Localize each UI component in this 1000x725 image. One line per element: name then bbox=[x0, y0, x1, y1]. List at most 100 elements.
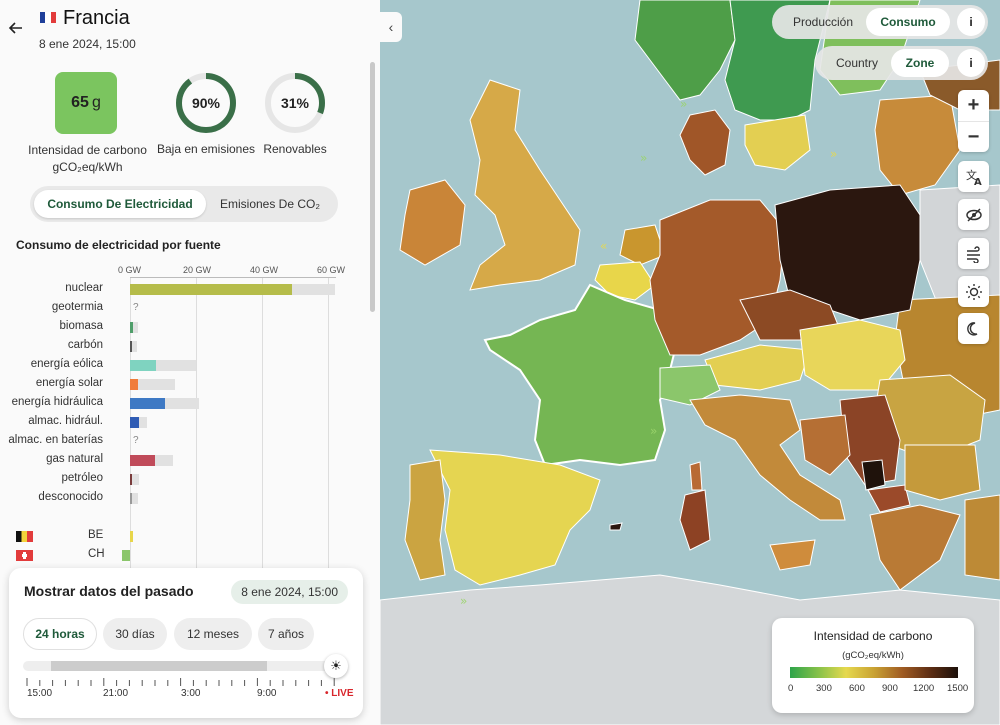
info-button[interactable]: i bbox=[957, 8, 985, 36]
source-label: geotermia bbox=[51, 301, 103, 313]
consumption-option[interactable]: Consumo bbox=[866, 8, 950, 36]
map-zone-north-macedonia[interactable] bbox=[867, 484, 911, 513]
co2-emissions-tab[interactable]: Emisiones De CO₂ bbox=[219, 197, 321, 211]
map-zone-netherlands[interactable] bbox=[619, 224, 666, 266]
legend-tick: 1500 bbox=[947, 683, 969, 694]
range-24h-button[interactable]: 24 horas bbox=[23, 618, 97, 650]
carbon-intensity-unit-label: gCO₂eq/kWh bbox=[52, 160, 123, 174]
source-label: gas natural bbox=[46, 453, 103, 465]
source-bar[interactable] bbox=[130, 360, 157, 371]
map-zone-bosnia[interactable] bbox=[799, 414, 851, 476]
map-zone-belgium[interactable] bbox=[594, 261, 656, 301]
panel-scrollbar[interactable] bbox=[370, 62, 375, 312]
time-axis-label: 3:00 bbox=[181, 688, 201, 699]
source-bar[interactable] bbox=[130, 284, 293, 295]
electricity-consumption-tab[interactable]: Consumo De Electricidad bbox=[34, 190, 206, 218]
country-zone-toggle: Country Zone i bbox=[815, 46, 988, 80]
renewable-label: Renovables bbox=[263, 142, 327, 156]
ch-flag-icon bbox=[16, 550, 33, 561]
map-zone-sicily[interactable] bbox=[769, 539, 816, 571]
renewable-ring bbox=[265, 73, 325, 133]
source-label: energía hidráulica bbox=[11, 396, 103, 408]
svg-text:»: » bbox=[830, 147, 837, 161]
info-button[interactable]: i bbox=[957, 49, 985, 77]
source-label: carbón bbox=[67, 339, 103, 351]
map-zone-portugal[interactable] bbox=[404, 459, 446, 581]
low-carbon-ring bbox=[176, 73, 236, 133]
carbon-intensity-legend: Intensidad de carbono (gCO₂eq/kWh) 0 300… bbox=[772, 618, 974, 713]
svg-text:A: A bbox=[974, 177, 982, 186]
hide-icon[interactable] bbox=[958, 199, 989, 230]
map-zone-sweden-south[interactable] bbox=[744, 114, 811, 171]
collapse-panel-button[interactable]: ‹ bbox=[380, 12, 402, 42]
capacity-bar[interactable] bbox=[130, 322, 138, 333]
map-zone-denmark[interactable] bbox=[679, 109, 731, 176]
country-option[interactable]: Country bbox=[835, 56, 879, 70]
dark-mode-icon[interactable] bbox=[958, 313, 989, 344]
legend-gradient bbox=[790, 667, 958, 678]
map-zone-ireland[interactable] bbox=[399, 179, 466, 266]
zoom-in-button[interactable]: + bbox=[967, 94, 980, 116]
capacity-bar[interactable] bbox=[130, 360, 197, 371]
live-indicator[interactable]: • LIVE bbox=[325, 688, 354, 699]
back-arrow-icon[interactable] bbox=[8, 20, 24, 36]
legend-tick: 0 bbox=[788, 683, 794, 694]
wind-icon[interactable] bbox=[958, 238, 989, 269]
chart-gridline bbox=[196, 278, 198, 578]
map-zone-bulgaria[interactable] bbox=[904, 444, 981, 501]
map-zone-corsica[interactable] bbox=[689, 461, 703, 491]
map-zone-spain[interactable] bbox=[429, 449, 601, 586]
gw-tick: 40 GW bbox=[250, 265, 279, 275]
map-zone-poland[interactable] bbox=[774, 184, 921, 321]
range-12m-button[interactable]: 12 meses bbox=[174, 618, 252, 650]
night-period-shading bbox=[51, 661, 267, 671]
chevron-left-icon: ‹ bbox=[388, 19, 394, 35]
capacity-bar[interactable] bbox=[130, 398, 200, 409]
map-zone-slovakia-hungary[interactable] bbox=[799, 319, 906, 391]
map-zone-kosovo[interactable] bbox=[861, 459, 886, 491]
time-slider-thumb[interactable]: ☀ bbox=[324, 654, 348, 678]
production-option[interactable]: Producción bbox=[792, 15, 854, 29]
zone-option[interactable]: Zone bbox=[891, 49, 949, 77]
selected-date[interactable]: 8 ene 2024, 15:00 bbox=[231, 580, 348, 604]
range-7y-button[interactable]: 7 años bbox=[258, 618, 314, 650]
zoom-out-button[interactable]: − bbox=[958, 121, 989, 152]
range-30d-button[interactable]: 30 días bbox=[103, 618, 167, 650]
map-zone-great-britain[interactable] bbox=[469, 79, 581, 291]
gw-tick: 0 GW bbox=[118, 265, 142, 275]
map-zone-greece[interactable] bbox=[869, 504, 961, 591]
map-zone-balearic[interactable] bbox=[609, 522, 623, 531]
map-zone-turkey[interactable] bbox=[964, 494, 1000, 581]
time-controller-title: Mostrar datos del pasado bbox=[24, 583, 194, 599]
exchange-bar[interactable] bbox=[130, 531, 134, 542]
capacity-bar[interactable] bbox=[130, 341, 138, 352]
time-axis-label: 15:00 bbox=[27, 688, 53, 699]
map-zone-sardinia[interactable] bbox=[679, 489, 711, 551]
map-zone-switzerland[interactable] bbox=[659, 364, 721, 406]
source-bar[interactable] bbox=[130, 341, 132, 352]
source-bar[interactable] bbox=[130, 379, 139, 390]
source-label: nuclear bbox=[65, 282, 103, 294]
time-ticks bbox=[26, 678, 335, 686]
source-bar[interactable] bbox=[130, 417, 140, 428]
unknown-value-marker: ? bbox=[133, 302, 139, 313]
source-bar[interactable] bbox=[130, 322, 133, 333]
legend-tick: 300 bbox=[816, 683, 832, 694]
exchange-bar[interactable] bbox=[121, 550, 130, 561]
map-zone-italy[interactable] bbox=[689, 394, 846, 521]
source-bar[interactable] bbox=[130, 398, 165, 409]
source-bar[interactable] bbox=[130, 474, 132, 485]
unknown-value-marker: ? bbox=[133, 435, 139, 446]
capacity-bar[interactable] bbox=[130, 474, 140, 485]
capacity-bar[interactable] bbox=[130, 493, 138, 504]
panel-scroll-area[interactable]: Francia 8 ene 2024, 15:00 65 g Intensida… bbox=[0, 0, 380, 725]
carbon-intensity-unit: g bbox=[91, 94, 101, 111]
chart-gridline bbox=[130, 278, 131, 578]
sun-icon[interactable] bbox=[958, 276, 989, 307]
source-bar[interactable] bbox=[130, 455, 155, 466]
source-bar[interactable] bbox=[130, 493, 132, 504]
capacity-bar[interactable] bbox=[130, 379, 175, 390]
source-label: energía eólica bbox=[30, 358, 103, 370]
time-axis-label: 21:00 bbox=[103, 688, 129, 699]
